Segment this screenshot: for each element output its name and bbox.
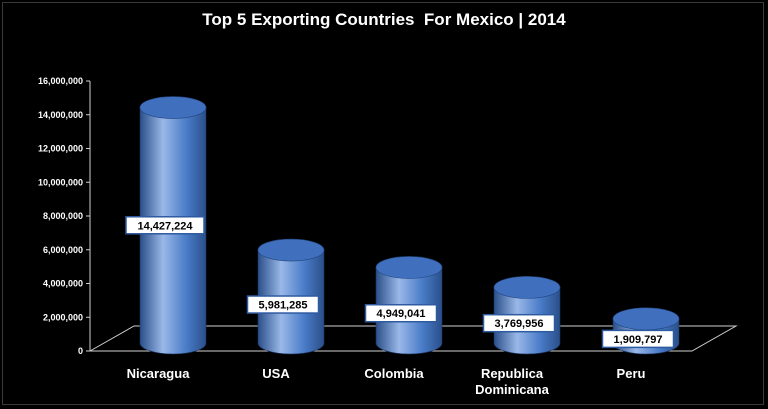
chart-title: Top 5 Exporting Countries For Mexico | 2… (202, 10, 566, 29)
x-category-label: Republica (481, 366, 544, 381)
data-label-box (364, 303, 438, 323)
data-label-box (482, 313, 556, 333)
x-category-label: Nicaragua (127, 366, 191, 381)
bar-top (493, 276, 561, 299)
y-tick-label: 4,000,000 (43, 279, 83, 289)
x-category-label: Peru (617, 366, 646, 381)
bar-top (375, 256, 443, 279)
chart-floor (88, 325, 738, 352)
y-tick-label: 16,000,000 (38, 76, 83, 86)
data-label-box (601, 329, 675, 349)
data-label: 1,909,797 (614, 334, 663, 346)
y-tick-label: 0 (78, 346, 83, 356)
y-tick-label: 12,000,000 (38, 144, 83, 154)
bar-top (612, 307, 680, 331)
y-tick-label: 14,000,000 (38, 110, 83, 120)
data-label-box (125, 216, 205, 235)
data-label-box (246, 295, 320, 314)
bar-top (139, 96, 207, 119)
data-label: 14,427,224 (137, 220, 193, 232)
x-category-label: Colombia (364, 366, 424, 381)
y-tick-label: 10,000,000 (38, 177, 83, 187)
bar-top (257, 238, 325, 262)
data-label: 5,981,285 (259, 300, 308, 312)
data-label: 3,769,956 (495, 318, 544, 330)
y-tick-label: 8,000,000 (43, 211, 83, 221)
x-category-label: USA (262, 366, 290, 381)
y-tick-label: 2,000,000 (43, 312, 83, 322)
data-label: 4,949,041 (377, 308, 426, 320)
x-category-label: Dominicana (475, 382, 549, 397)
y-tick-label: 6,000,000 (43, 245, 83, 255)
